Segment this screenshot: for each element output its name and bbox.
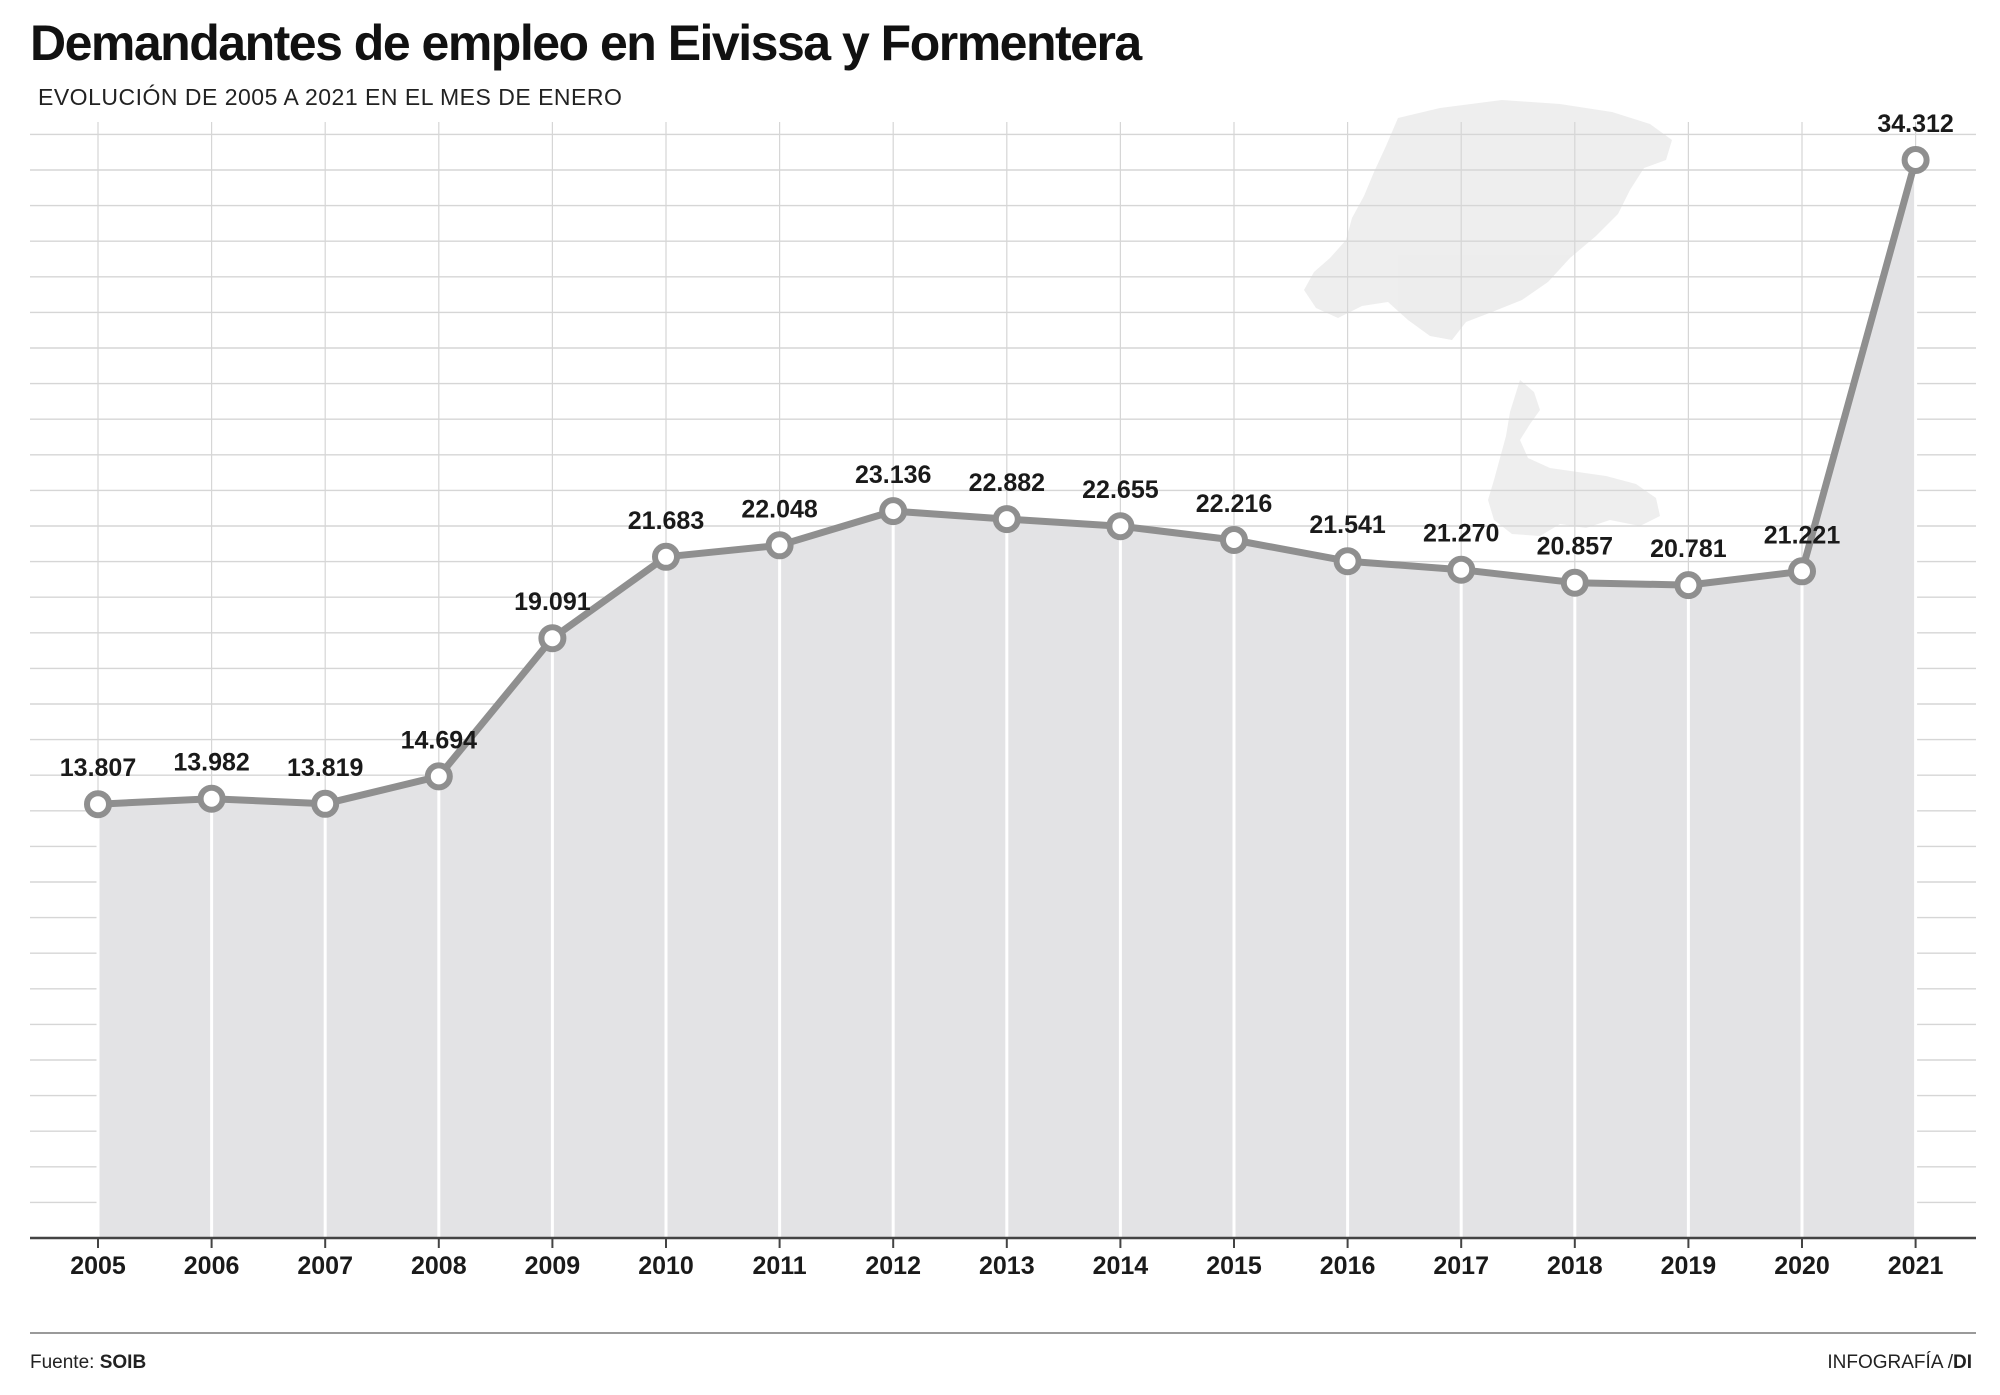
x-tick-label-2006: 2006: [184, 1252, 240, 1280]
data-point-2008: [424, 762, 453, 791]
data-label-2019: 20.781: [1650, 535, 1727, 563]
source-label: Fuente:: [30, 1352, 95, 1373]
footer-divider: [30, 1332, 1976, 1334]
data-point-2019: [1674, 571, 1703, 600]
x-tick-label-2007: 2007: [297, 1252, 353, 1280]
data-point-2010: [652, 542, 680, 571]
data-label-2014: 22.655: [1082, 476, 1159, 504]
x-tick-label-2019: 2019: [1661, 1252, 1717, 1280]
source-note: Fuente: SOIB: [30, 1352, 146, 1374]
data-label-2021: 34.312: [1877, 110, 1953, 138]
data-point-2009: [538, 624, 567, 653]
data-label-2012: 23.136: [855, 461, 931, 489]
x-tick-label-2008: 2008: [411, 1252, 467, 1280]
x-tick-label-2015: 2015: [1206, 1252, 1262, 1280]
data-label-2017: 21.270: [1423, 520, 1499, 548]
data-point-2016: [1333, 547, 1362, 576]
data-markers: [84, 146, 1930, 819]
data-point-2005: [84, 790, 112, 819]
data-point-2011: [765, 531, 794, 560]
data-point-2014: [1106, 512, 1135, 541]
x-tick-label-2010: 2010: [638, 1252, 694, 1280]
chart-title: Demandantes de empleo en Eivissa y Forme…: [30, 15, 1142, 71]
credit-value: DI: [1953, 1352, 1972, 1373]
x-tick-label-2009: 2009: [525, 1252, 581, 1280]
data-label-2015: 22.216: [1196, 490, 1272, 518]
data-label-2006: 13.982: [173, 749, 249, 777]
data-label-2007: 13.819: [287, 754, 363, 782]
x-tick-label-2020: 2020: [1774, 1252, 1830, 1280]
chart-subtitle: EVOLUCIÓN DE 2005 A 2021 EN EL MES DE EN…: [38, 84, 623, 110]
data-label-2011: 22.048: [741, 495, 818, 523]
data-label-2005: 13.807: [60, 754, 136, 782]
data-point-2012: [879, 497, 908, 526]
x-axis: 2005 2006 2007 2008 2009 2010 2011 2012 2013 2014…: [30, 1236, 1976, 1280]
data-label-2018: 20.857: [1537, 533, 1613, 561]
x-tick-label-2018: 2018: [1547, 1252, 1603, 1280]
data-label-2020: 21.221: [1764, 521, 1841, 549]
credit-note: INFOGRAFÍA /DI: [1827, 1352, 1972, 1374]
source-value: SOIB: [99, 1352, 147, 1373]
credit-label: INFOGRAFÍA /: [1827, 1352, 1953, 1373]
data-label-2008: 14.694: [401, 726, 478, 754]
data-point-2020: [1788, 557, 1816, 586]
x-tick-label-2017: 2017: [1433, 1252, 1489, 1280]
data-label-2013: 22.882: [969, 469, 1045, 497]
x-tick-label-2013: 2013: [979, 1252, 1035, 1280]
data-point-2007: [311, 789, 340, 818]
chart-plot: 13.807 13.982 13.819 14.694 19.091 21.683 22.0…: [30, 100, 1976, 1280]
data-point-2013: [992, 505, 1021, 534]
data-label-2010: 21.683: [628, 507, 704, 535]
x-tick-label-2012: 2012: [865, 1252, 921, 1280]
x-tick-label-2016: 2016: [1320, 1252, 1376, 1280]
data-point-2018: [1560, 568, 1589, 597]
data-point-2021: [1901, 146, 1930, 174]
island-map-icon: [1304, 100, 1672, 536]
x-tick-label-2014: 2014: [1093, 1252, 1149, 1280]
x-tick-label-2011: 2011: [752, 1252, 806, 1280]
data-labels: 13.807 13.982 13.819 14.694 19.091 21.683 22.0…: [60, 110, 1954, 782]
data-label-2016: 21.541: [1309, 511, 1386, 539]
data-label-2009: 19.091: [514, 588, 591, 616]
x-tick-label-2005: 2005: [70, 1252, 126, 1280]
category-guides: [96, 172, 1918, 1238]
data-point-2015: [1220, 526, 1248, 554]
data-point-2006: [197, 784, 226, 813]
x-tick-label-2021: 2021: [1888, 1252, 1944, 1280]
data-point-2017: [1447, 555, 1476, 584]
